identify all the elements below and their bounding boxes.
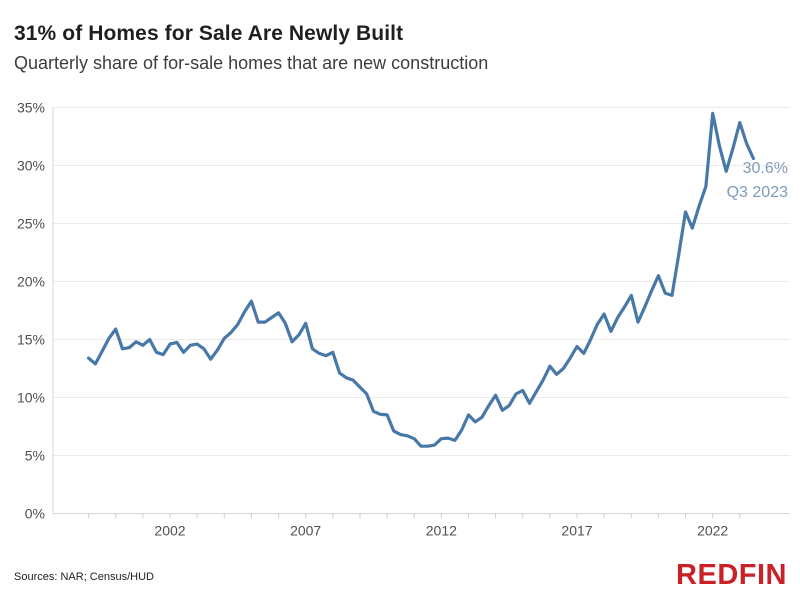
sources-note: Sources: NAR; Census/HUD bbox=[14, 571, 154, 583]
y-tick-label: 0% bbox=[25, 506, 45, 522]
trend-line bbox=[87, 111, 755, 448]
annotation-value: 30.6% bbox=[742, 160, 788, 177]
redfin-logo: REDFIN bbox=[676, 559, 787, 591]
x-tick-label: 2017 bbox=[561, 523, 592, 539]
y-tick-label: 15% bbox=[17, 332, 45, 348]
y-tick-label: 20% bbox=[17, 274, 45, 290]
y-tick-label: 35% bbox=[17, 100, 45, 116]
x-tick-label: 2007 bbox=[290, 523, 321, 539]
y-tick-label: 25% bbox=[17, 216, 45, 232]
chart-subtitle: Quarterly share of for-sale homes that a… bbox=[14, 53, 489, 73]
x-tick-label: 2022 bbox=[697, 523, 728, 539]
x-tick-label: 2012 bbox=[426, 523, 457, 539]
x-tick-label: 2002 bbox=[154, 523, 185, 539]
y-tick-label: 10% bbox=[17, 390, 45, 406]
annotation-period: Q3 2023 bbox=[726, 184, 788, 201]
chart-title: 31% of Homes for Sale Are Newly Built bbox=[14, 22, 404, 45]
y-tick-label: 30% bbox=[17, 158, 45, 174]
latest-value-annotation: 30.6% Q3 2023 bbox=[727, 157, 788, 205]
y-tick-label: 5% bbox=[25, 448, 45, 464]
